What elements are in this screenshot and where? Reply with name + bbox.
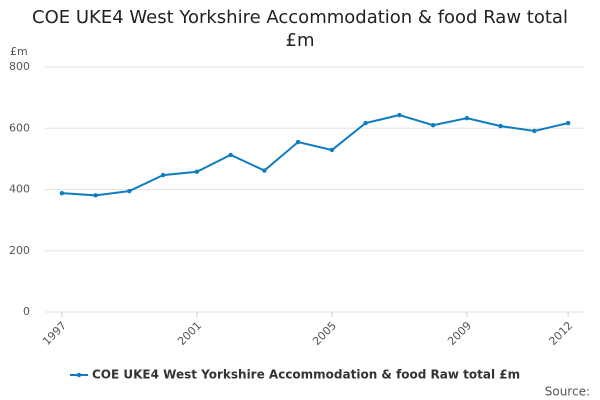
data-point	[160, 172, 166, 178]
data-point	[295, 139, 301, 145]
x-tick-label: 2001	[175, 319, 204, 348]
data-point	[93, 193, 98, 198]
data-point	[565, 120, 571, 126]
data-point	[194, 169, 200, 174]
y-tick-label: 600	[9, 121, 30, 134]
x-tick-label: 1997	[40, 319, 69, 348]
y-tick-label: 0	[23, 305, 30, 318]
data-point	[397, 112, 402, 118]
legend-label: COE UKE4 West Yorkshire Accommodation & …	[92, 368, 520, 382]
source-label: Source:	[545, 385, 590, 399]
data-point	[127, 188, 132, 194]
data-point	[430, 122, 436, 128]
y-tick-label: 800	[9, 60, 30, 73]
x-tick-label: 2009	[445, 319, 474, 348]
data-point	[363, 120, 368, 126]
y-axis-label: £m	[10, 45, 28, 58]
data-point	[329, 147, 335, 153]
data-point	[498, 123, 503, 129]
data-point	[532, 128, 537, 134]
legend-symbol-dot	[76, 372, 82, 378]
y-tick-label: 400	[9, 183, 30, 196]
x-tick-label: 2005	[310, 319, 339, 348]
x-tick-label: 2012	[546, 319, 575, 348]
data-point	[228, 152, 233, 158]
data-point	[59, 190, 65, 196]
chart-title: COE UKE4 West Yorkshire Accommodation & …	[32, 7, 568, 51]
data-line	[61, 114, 569, 197]
data-point	[262, 168, 267, 173]
data-point	[464, 115, 470, 121]
y-tick-label: 200	[9, 244, 30, 257]
